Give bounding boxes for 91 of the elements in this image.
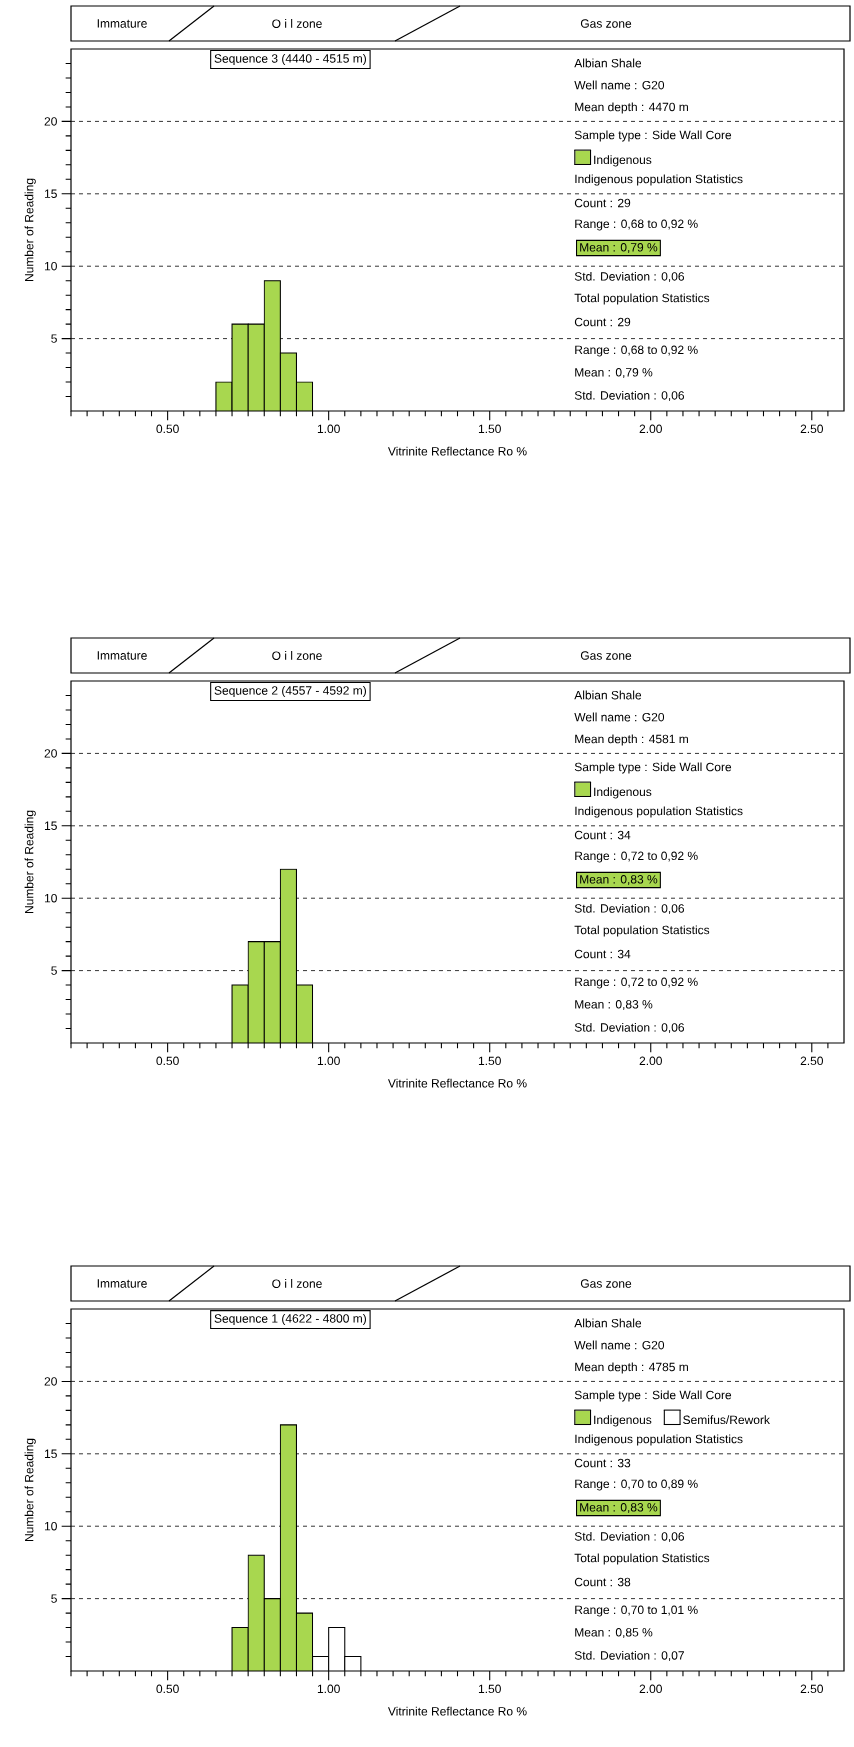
annotation: Mean depth : 4581 m <box>575 734 688 746</box>
annotation: Well name : G20 <box>574 80 665 90</box>
x-tick-label: 2.50 <box>800 1684 824 1694</box>
x-tick-label: 2.00 <box>639 1684 662 1694</box>
x-axis-title: Vitrinite Reflectance Ro % <box>387 1078 527 1088</box>
y-tick-label: 10 <box>44 1521 57 1531</box>
y-tick-label: 10 <box>44 893 57 903</box>
y-axis-title: Number of Reading <box>24 178 36 282</box>
annotation: Well name : G20 <box>574 712 665 722</box>
annotation: Albian Shale <box>574 690 642 700</box>
annotation: Std. Deviation : 0,06 <box>574 271 685 283</box>
x-tick-label: 2.00 <box>639 424 662 434</box>
x-tick-label: 0.50 <box>156 424 179 434</box>
annotation: Sample type : Side Wall Core <box>574 762 732 774</box>
annotation: Indigenous population Statistics <box>575 806 743 818</box>
annotation: Count : 33 <box>574 1458 631 1468</box>
text: O i l zone <box>272 19 322 28</box>
annotation: Std. Deviation : 0,06 <box>574 1022 685 1034</box>
y-tick-label: 5 <box>51 334 57 343</box>
x-axis-title: Vitrinite Reflectance Ro % <box>387 1706 527 1716</box>
annotation: Indigenous population Statistics <box>575 1434 743 1446</box>
annotation: Range : 0,72 to 0,92 % <box>575 851 698 863</box>
annotation: Std. Deviation : 0,06 <box>574 903 685 915</box>
annotation: Range : 0,68 to 0,92 % <box>575 345 698 357</box>
annotation: Total population Statistics <box>574 925 710 937</box>
annotation: Mean depth : 4470 m <box>575 102 688 114</box>
x-tick-label: 1.50 <box>478 1684 501 1694</box>
x-tick-label: 1.50 <box>478 1056 501 1066</box>
legend-label: Semifus/Rework <box>683 1415 770 1425</box>
annotation: Range : 0,72 to 0,92 % <box>575 977 698 989</box>
annotation: Mean depth : 4785 m <box>575 1362 688 1374</box>
y-tick-label: 5 <box>51 966 57 975</box>
annotation: Range : 0,70 to 1,01 % <box>575 1605 698 1617</box>
y-tick-label: 15 <box>44 189 57 198</box>
text: O i l zone <box>272 1279 322 1288</box>
annotation: Std. Deviation : 0,07 <box>574 1650 684 1662</box>
annotation: Indigenous population Statistics <box>575 174 743 186</box>
annotation: Mean : 0,85 % <box>575 1628 653 1638</box>
annotation: Count : 38 <box>574 1577 631 1587</box>
annotation: Std. Deviation : 0,06 <box>574 390 685 402</box>
x-tick-label: 1.50 <box>478 424 501 434</box>
x-tick-label: 1.00 <box>317 1684 340 1694</box>
y-tick-label: 5 <box>51 1594 57 1603</box>
annotation: Well name : G20 <box>574 1340 665 1350</box>
chart-title: Sequence 2 (4557 - 4592 m) <box>214 685 366 698</box>
y-axis-title: Number of Reading <box>24 810 36 914</box>
annotation: Count : 29 <box>574 198 631 208</box>
chart-title: Sequence 3 (4440 - 4515 m) <box>214 53 366 66</box>
annotation: Albian Shale <box>574 1318 642 1328</box>
text: O i l zone <box>272 651 322 660</box>
text: Gas zone <box>580 651 632 660</box>
x-axis-title: Vitrinite Reflectance Ro % <box>387 446 527 456</box>
legend-label: Indigenous <box>594 155 652 167</box>
text: Gas zone <box>580 19 632 28</box>
annotation: Mean : 0,83 % <box>575 1000 653 1010</box>
annotation: Sample type : Side Wall Core <box>574 130 732 142</box>
x-tick-label: 1.00 <box>317 1056 340 1066</box>
y-tick-label: 15 <box>44 1449 57 1459</box>
annotation: Count : 34 <box>574 949 631 959</box>
text: Immature <box>97 19 147 28</box>
annotation: Albian Shale <box>574 58 642 68</box>
annotation: Count : 29 <box>574 317 631 327</box>
legend-label: Indigenous <box>594 1415 652 1427</box>
chart-title: Sequence 1 (4622 - 4800 m) <box>214 1313 366 1326</box>
x-tick-label: 2.50 <box>800 1056 824 1066</box>
legend-label: Indigenous <box>594 787 652 799</box>
text: Immature <box>97 651 147 660</box>
x-tick-label: 0.50 <box>156 1056 179 1066</box>
annotation: Count : 34 <box>574 830 631 840</box>
x-tick-label: 2.00 <box>639 1056 662 1066</box>
annotation: Std. Deviation : 0,06 <box>574 1531 685 1543</box>
text: Immature <box>97 1279 147 1288</box>
x-tick-label: 2.50 <box>800 424 824 434</box>
y-tick-label: 20 <box>44 1377 57 1386</box>
annotation: Total population Statistics <box>574 293 710 305</box>
annotation: Range : 0,68 to 0,92 % <box>575 219 698 231</box>
annotation: Mean : 0,79 % <box>575 368 653 378</box>
y-tick-label: 15 <box>44 821 57 830</box>
annotation: Range : 0,70 to 0,89 % <box>575 1479 698 1491</box>
annotation: Mean : 0,83 % <box>580 1503 658 1513</box>
x-tick-label: 1.00 <box>317 424 340 434</box>
x-tick-label: 0.50 <box>156 1684 179 1694</box>
annotation: Sample type : Side Wall Core <box>574 1390 732 1402</box>
y-tick-label: 20 <box>44 749 57 758</box>
annotation: Total population Statistics <box>574 1553 710 1565</box>
y-tick-label: 10 <box>44 261 57 271</box>
annotation: Mean : 0,83 % <box>580 875 658 885</box>
y-tick-label: 20 <box>44 117 57 126</box>
annotation: Mean : 0,79 % <box>580 243 658 253</box>
text: Gas zone <box>580 1279 632 1288</box>
y-axis-title: Number of Reading <box>24 1438 36 1542</box>
